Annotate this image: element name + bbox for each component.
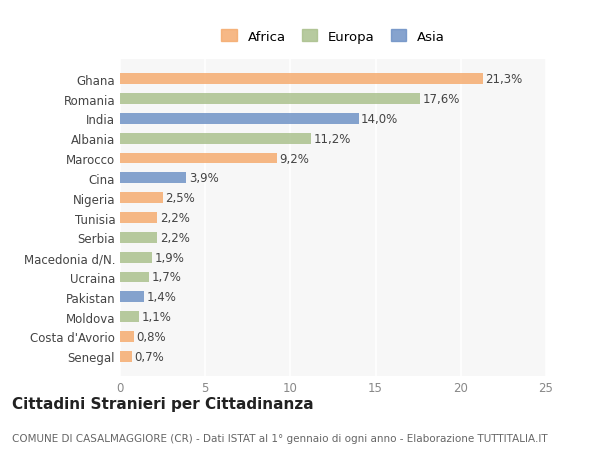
Text: COMUNE DI CASALMAGGIORE (CR) - Dati ISTAT al 1° gennaio di ogni anno - Elaborazi: COMUNE DI CASALMAGGIORE (CR) - Dati ISTA… <box>12 433 548 442</box>
Bar <box>120 74 483 85</box>
Bar <box>120 153 277 164</box>
Bar <box>120 252 152 263</box>
Text: 1,9%: 1,9% <box>155 251 185 264</box>
Text: 17,6%: 17,6% <box>422 93 460 106</box>
Text: 1,4%: 1,4% <box>146 291 176 304</box>
Text: 2,2%: 2,2% <box>160 212 190 224</box>
Bar <box>120 331 134 342</box>
Bar <box>120 173 187 184</box>
Bar <box>120 134 311 144</box>
Bar <box>120 232 157 243</box>
Text: 0,7%: 0,7% <box>134 350 164 363</box>
Text: 11,2%: 11,2% <box>313 132 351 146</box>
Text: 1,1%: 1,1% <box>142 310 171 324</box>
Text: 2,2%: 2,2% <box>160 231 190 244</box>
Text: 14,0%: 14,0% <box>361 112 398 126</box>
Text: 21,3%: 21,3% <box>485 73 523 86</box>
Bar <box>120 193 163 204</box>
Bar <box>120 213 157 224</box>
Text: 3,9%: 3,9% <box>189 172 219 185</box>
Bar <box>120 94 420 105</box>
Legend: Africa, Europa, Asia: Africa, Europa, Asia <box>216 25 450 49</box>
Bar <box>120 114 359 124</box>
Text: 2,5%: 2,5% <box>165 192 195 205</box>
Text: 0,8%: 0,8% <box>136 330 166 343</box>
Bar <box>120 351 132 362</box>
Bar <box>120 272 149 283</box>
Text: 1,7%: 1,7% <box>152 271 181 284</box>
Text: 9,2%: 9,2% <box>280 152 309 165</box>
Bar <box>120 312 139 322</box>
Bar <box>120 292 144 302</box>
Text: Cittadini Stranieri per Cittadinanza: Cittadini Stranieri per Cittadinanza <box>12 397 314 412</box>
